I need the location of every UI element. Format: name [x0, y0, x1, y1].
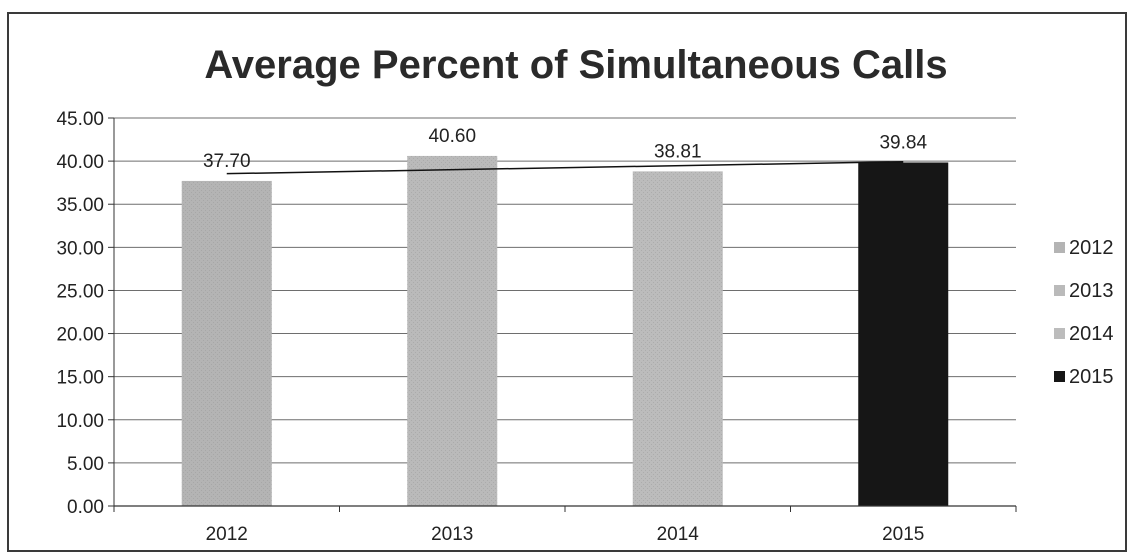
- legend-swatch-2013: [1054, 285, 1065, 296]
- legend: 2012 2013 2014 2015: [1054, 237, 1114, 388]
- legend-label-2015: 2015: [1069, 366, 1114, 388]
- x-tick-label: 2014: [657, 524, 700, 545]
- y-tick-label: 25.00: [56, 281, 104, 302]
- y-tick-label: 15.00: [56, 368, 104, 389]
- bar-chart: Average Percent of Simultaneous Calls 0.…: [56, 43, 1114, 545]
- chart-title: Average Percent of Simultaneous Calls: [204, 43, 947, 87]
- bars: [181, 155, 949, 507]
- legend-swatch-2014: [1054, 328, 1065, 339]
- trendline: [226, 160, 904, 175]
- x-tick-label: 2012: [206, 524, 248, 545]
- y-tick-label: 5.00: [67, 454, 104, 475]
- bar-texture: [407, 155, 498, 506]
- trendline-layer: [226, 160, 904, 175]
- y-tick-label: 10.00: [56, 411, 104, 432]
- legend-label-2014: 2014: [1069, 323, 1114, 345]
- legend-swatch-2015: [1054, 371, 1065, 382]
- y-tick-label: 20.00: [56, 325, 104, 346]
- y-tick-label: 40.00: [56, 152, 104, 173]
- legend-label-2012: 2012: [1069, 237, 1114, 259]
- data-label: 40.60: [428, 126, 476, 147]
- bar-texture: [181, 180, 272, 507]
- data-labels: 37.70 40.60 38.81 39.84: [203, 126, 927, 172]
- data-label: 39.84: [879, 132, 927, 153]
- x-tick-label: 2013: [431, 524, 473, 545]
- y-tick-label: 0.00: [67, 497, 104, 518]
- y-tick-label: 30.00: [56, 238, 104, 259]
- legend-swatch-2012: [1054, 242, 1065, 253]
- data-label: 38.81: [654, 141, 702, 162]
- x-tick-label: 2015: [882, 524, 924, 545]
- bar-texture: [632, 171, 723, 506]
- y-tick-label: 35.00: [56, 195, 104, 216]
- bar-2015: [858, 162, 949, 506]
- data-label: 37.70: [203, 151, 251, 172]
- y-axis: 0.00 5.00 10.00 15.00 20.00 25.00 30.00 35.00 40…: [56, 109, 115, 518]
- chart-frame: Average Percent of Simultaneous Calls 0.…: [7, 12, 1127, 552]
- y-tick-label: 45.00: [56, 109, 104, 130]
- legend-label-2013: 2013: [1069, 280, 1114, 302]
- x-axis: 2012 2013 2014 2015: [113, 505, 1017, 545]
